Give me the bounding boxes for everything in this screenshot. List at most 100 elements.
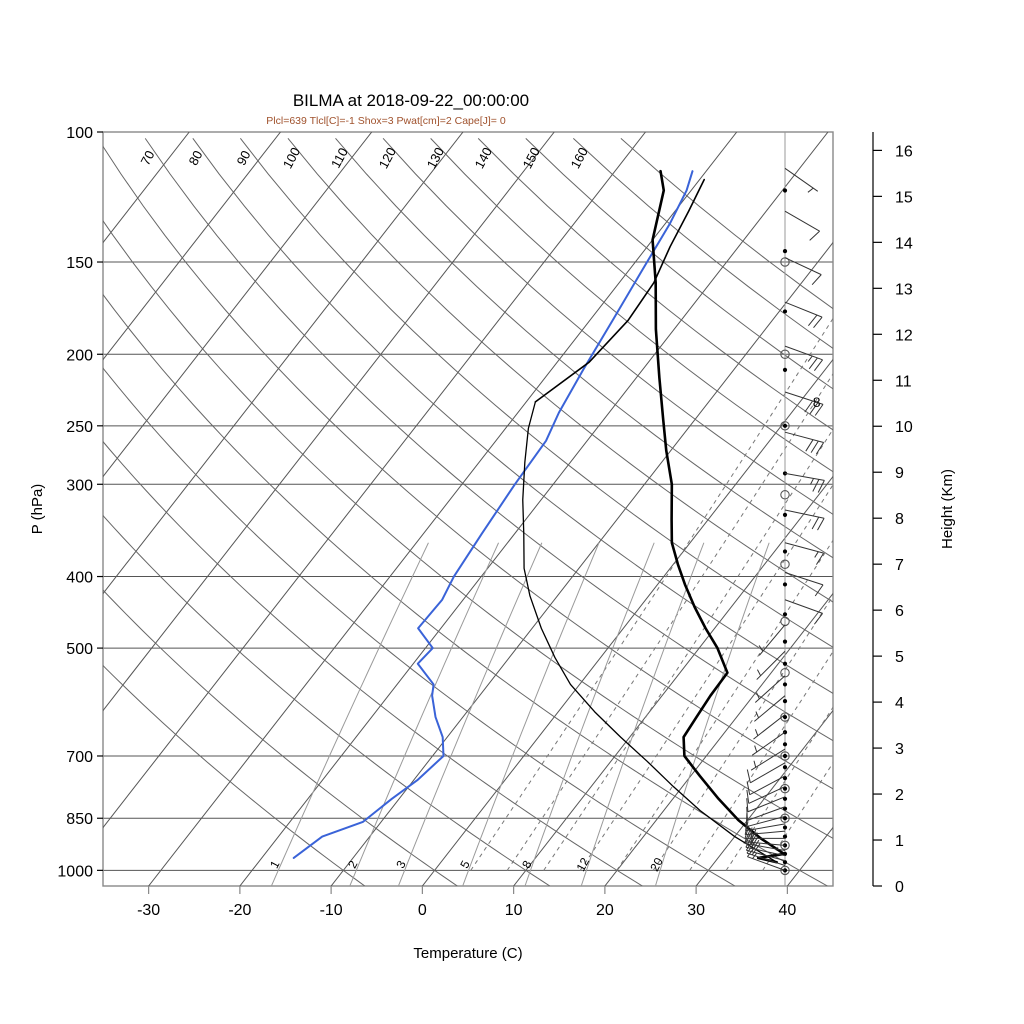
dry-adiabat-label: 140 bbox=[472, 145, 495, 171]
barb-full bbox=[746, 769, 751, 783]
isotherm bbox=[103, 132, 373, 478]
dry-adiabat bbox=[103, 664, 366, 886]
barb-full bbox=[808, 314, 818, 326]
moist-adiabat bbox=[616, 539, 833, 871]
wind-level-dot bbox=[782, 367, 788, 373]
title-group: BILMA at 2018-09-22_00:00:00 Plcl=639 Tl… bbox=[266, 91, 529, 127]
wind-level-dot bbox=[782, 188, 788, 193]
wind-barb-column bbox=[744, 132, 825, 886]
wind-level-ring bbox=[780, 559, 790, 570]
isotherm bbox=[330, 241, 833, 886]
barb-full bbox=[746, 781, 751, 795]
height-tick-label: 4 bbox=[895, 695, 904, 712]
barb-full bbox=[744, 825, 750, 839]
dry-adiabat-label: 70 bbox=[138, 148, 158, 168]
wind-barb bbox=[784, 345, 823, 371]
page-title: BILMA at 2018-09-22_00:00:00 bbox=[293, 91, 529, 110]
wind-barb bbox=[756, 650, 786, 680]
barb-shaft bbox=[750, 762, 786, 784]
wind-level-dot bbox=[782, 549, 788, 554]
dry-adiabat-label: 130 bbox=[424, 145, 447, 171]
barb-full bbox=[815, 442, 825, 455]
barb-half bbox=[750, 827, 753, 835]
barb-full bbox=[744, 821, 749, 835]
diagnostics-subtitle: Plcl=639 Tlcl[C]=-1 Shox=3 Pwat[cm]=2 Ca… bbox=[266, 115, 506, 127]
temperature-tick-label: -20 bbox=[228, 902, 251, 919]
dry-adiabat bbox=[103, 514, 551, 886]
isotherm bbox=[0, 132, 7, 886]
height-tick-label: 10 bbox=[895, 419, 913, 436]
dry-adiabat bbox=[144, 138, 833, 742]
isotherm bbox=[239, 132, 829, 886]
barb-full bbox=[746, 806, 748, 821]
isotherm bbox=[103, 132, 646, 829]
barb-half bbox=[753, 760, 757, 768]
wind-level-dot bbox=[782, 582, 788, 587]
mixing-ratio-label: 1 bbox=[267, 858, 283, 871]
wind-level-dot bbox=[782, 860, 788, 865]
wind-level-dot bbox=[782, 661, 788, 666]
barb-shaft bbox=[746, 815, 786, 828]
barb-full bbox=[809, 402, 819, 415]
wind-level-ring bbox=[780, 668, 790, 678]
barb-shaft bbox=[784, 391, 824, 405]
barb-shaft bbox=[784, 472, 825, 481]
pressure-tick-label: 300 bbox=[66, 477, 93, 494]
barb-full bbox=[811, 274, 822, 286]
moist-adiabat bbox=[652, 595, 833, 871]
barb-shaft bbox=[746, 852, 786, 866]
wind-level-dot bbox=[782, 612, 788, 617]
barb-full bbox=[809, 230, 820, 241]
wind-level-dot bbox=[782, 423, 788, 428]
isotherm bbox=[695, 709, 833, 886]
wind-barb bbox=[784, 599, 823, 625]
barb-shaft bbox=[784, 431, 824, 444]
dry-adiabat-label: 150 bbox=[520, 145, 543, 171]
wind-level-dot bbox=[782, 699, 788, 704]
wind-barb bbox=[784, 509, 825, 531]
isotherm bbox=[970, 132, 1024, 886]
height-tick-label: 13 bbox=[895, 281, 913, 298]
wind-barb bbox=[746, 806, 786, 821]
barb-full bbox=[746, 798, 749, 812]
wind-barb bbox=[753, 714, 786, 740]
barb-half bbox=[807, 355, 813, 362]
dry-adiabat-label: 100 bbox=[280, 145, 303, 171]
barb-shaft bbox=[748, 786, 786, 804]
barb-shaft bbox=[751, 731, 786, 756]
isotherm bbox=[103, 132, 555, 712]
barb-full bbox=[804, 400, 813, 413]
wind-barb bbox=[784, 257, 822, 286]
barb-full bbox=[750, 829, 757, 843]
wind-level-dot bbox=[782, 639, 788, 644]
temperature-tick-label: -30 bbox=[137, 902, 160, 919]
barb-shaft bbox=[754, 695, 786, 722]
dry-adiabat bbox=[239, 138, 833, 648]
barb-shaft bbox=[784, 257, 822, 276]
height-tick-label: 11 bbox=[895, 373, 912, 390]
wind-barb bbox=[784, 542, 825, 565]
mixing-ratio-line bbox=[580, 542, 705, 886]
height-tick-label: 7 bbox=[895, 557, 904, 574]
temperature-tick-label: 30 bbox=[687, 902, 705, 919]
height-tick-label: 8 bbox=[895, 511, 904, 528]
pressure-tick-label: 100 bbox=[66, 125, 93, 142]
dry-adiabat bbox=[103, 293, 828, 886]
barb-half bbox=[755, 711, 760, 719]
mixing-ratio-line bbox=[654, 542, 770, 886]
sounding-traces bbox=[292, 169, 786, 864]
wind-level-dot bbox=[782, 742, 788, 747]
temperature-tick-label: 10 bbox=[505, 902, 523, 919]
moist-adiabat-label: 8 bbox=[813, 394, 821, 410]
barb-shaft bbox=[753, 714, 786, 740]
mixing-ratio-label: 20 bbox=[647, 855, 666, 874]
dry-adiabat bbox=[192, 138, 833, 694]
x-axis-label: Temperature (C) bbox=[413, 945, 522, 962]
barb-full bbox=[813, 613, 823, 625]
isotherm bbox=[421, 358, 833, 886]
barb-full bbox=[815, 552, 825, 565]
height-tick-label: 12 bbox=[895, 327, 913, 344]
